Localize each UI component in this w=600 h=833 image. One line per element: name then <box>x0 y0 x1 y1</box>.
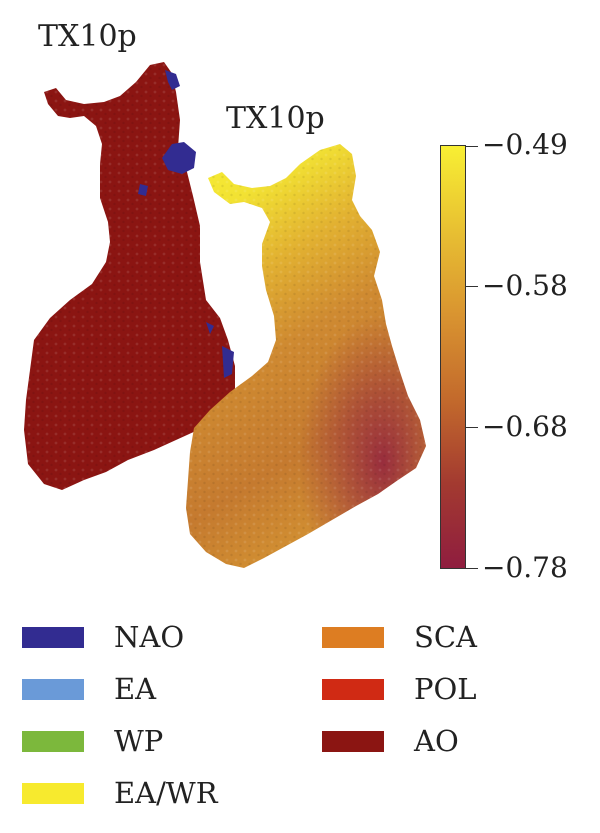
colorbar-tick-top <box>466 146 478 147</box>
right-map-title: TX10p <box>226 101 325 136</box>
right-map-finland <box>186 144 426 568</box>
left-map-nao-patch-southeast-1 <box>206 322 214 334</box>
colorbar-label-3: −0.78 <box>482 551 568 584</box>
right-map-texture <box>186 144 426 568</box>
colorbar <box>440 145 466 569</box>
legend-swatch-wp <box>22 730 84 752</box>
colorbar-tick-3 <box>466 427 478 428</box>
colorbar-tick-2 <box>466 286 478 287</box>
left-map-nao-patch-southeast-2 <box>222 346 234 378</box>
colorbar-tick-bottom <box>466 568 478 569</box>
legend-swatch-pol <box>322 678 384 700</box>
legend-label-ea-wr: EA/WR <box>114 775 218 810</box>
legend-label-ao: AO <box>414 723 459 758</box>
legend-item-ea-wr: EA/WR <box>22 778 218 808</box>
legend-swatch-ea <box>22 678 84 700</box>
legend-label-wp: WP <box>114 723 164 758</box>
legend-swatch-ea-wr <box>22 782 84 804</box>
legend-swatch-ao <box>322 730 384 752</box>
left-map-nao-patch-mid <box>138 184 148 196</box>
legend-swatch-nao <box>22 626 84 648</box>
left-map-nao-patch-east <box>162 142 196 174</box>
legend-item-nao: NAO <box>22 622 184 652</box>
legend-item-ao: AO <box>322 726 459 756</box>
legend-item-ea: EA <box>22 674 156 704</box>
legend-item-sca: SCA <box>322 622 477 652</box>
legend-label-nao: NAO <box>114 619 185 654</box>
legend-label-pol: POL <box>414 671 477 706</box>
colorbar-label-0: −0.49 <box>482 128 568 161</box>
colorbar-label-2: −0.68 <box>482 410 568 443</box>
legend-label-sca: SCA <box>414 619 477 654</box>
legend-item-wp: WP <box>22 726 163 756</box>
colorbar-label-1: −0.58 <box>482 269 568 302</box>
legend-item-pol: POL <box>322 674 477 704</box>
left-map-nao-patch-north <box>165 70 180 90</box>
left-map-title: TX10p <box>38 19 137 54</box>
legend-label-ea: EA <box>114 671 157 706</box>
legend-swatch-sca <box>322 626 384 648</box>
